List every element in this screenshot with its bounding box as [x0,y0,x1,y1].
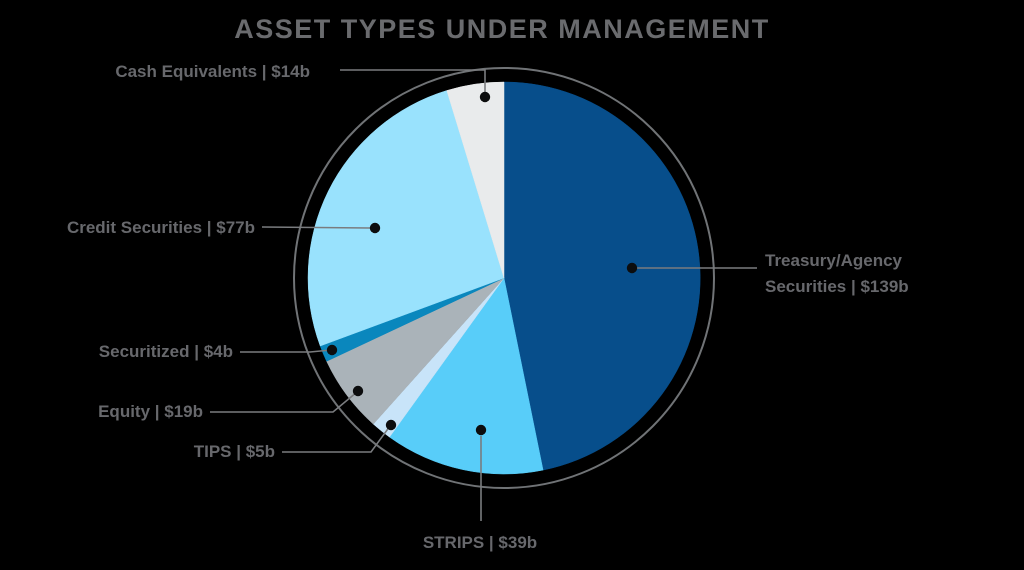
leader-line-cash [340,69,486,92]
slice-label-treasury-line1: Treasury/Agency [765,251,903,270]
slice-label-cash-equivalents: Cash Equivalents | $14b [115,62,310,81]
slice-label-equity: Equity | $19b [98,402,203,421]
pie-slice-cash [446,81,505,279]
slice-label-credit-securities: Credit Securities | $77b [66,218,255,237]
data-point-dot-cash [479,91,491,103]
slice-label-securitized: Securitized | $4b [98,342,233,361]
slice-label-treasury-agency: Treasury/Agency Securities | $139b [765,248,909,300]
slice-label-tips: TIPS | $5b [193,442,275,461]
data-point-dot-equity [352,385,364,397]
data-point-dot-strips [475,424,487,436]
leader-line-tips [282,425,391,453]
pie-slice-strips [389,277,544,475]
data-point-dot-treasury [626,262,638,274]
slice-label-strips: STRIPS | $39b [422,533,538,552]
pie-slice-credit [307,90,505,347]
data-point-dot-tips [385,419,397,431]
pie-outer-ring [293,67,715,489]
leader-line-credit [261,226,371,229]
pie-slice-treasury [503,81,701,471]
leader-line-equity [210,391,358,413]
chart-title: ASSET TYPES UNDER MANAGEMENT [234,14,770,44]
leader-line-securitized [240,349,332,353]
slice-label-treasury-line2: Securities | $139b [765,277,909,296]
data-point-dot-securitized [326,344,338,356]
data-point-dot-credit [369,222,381,234]
